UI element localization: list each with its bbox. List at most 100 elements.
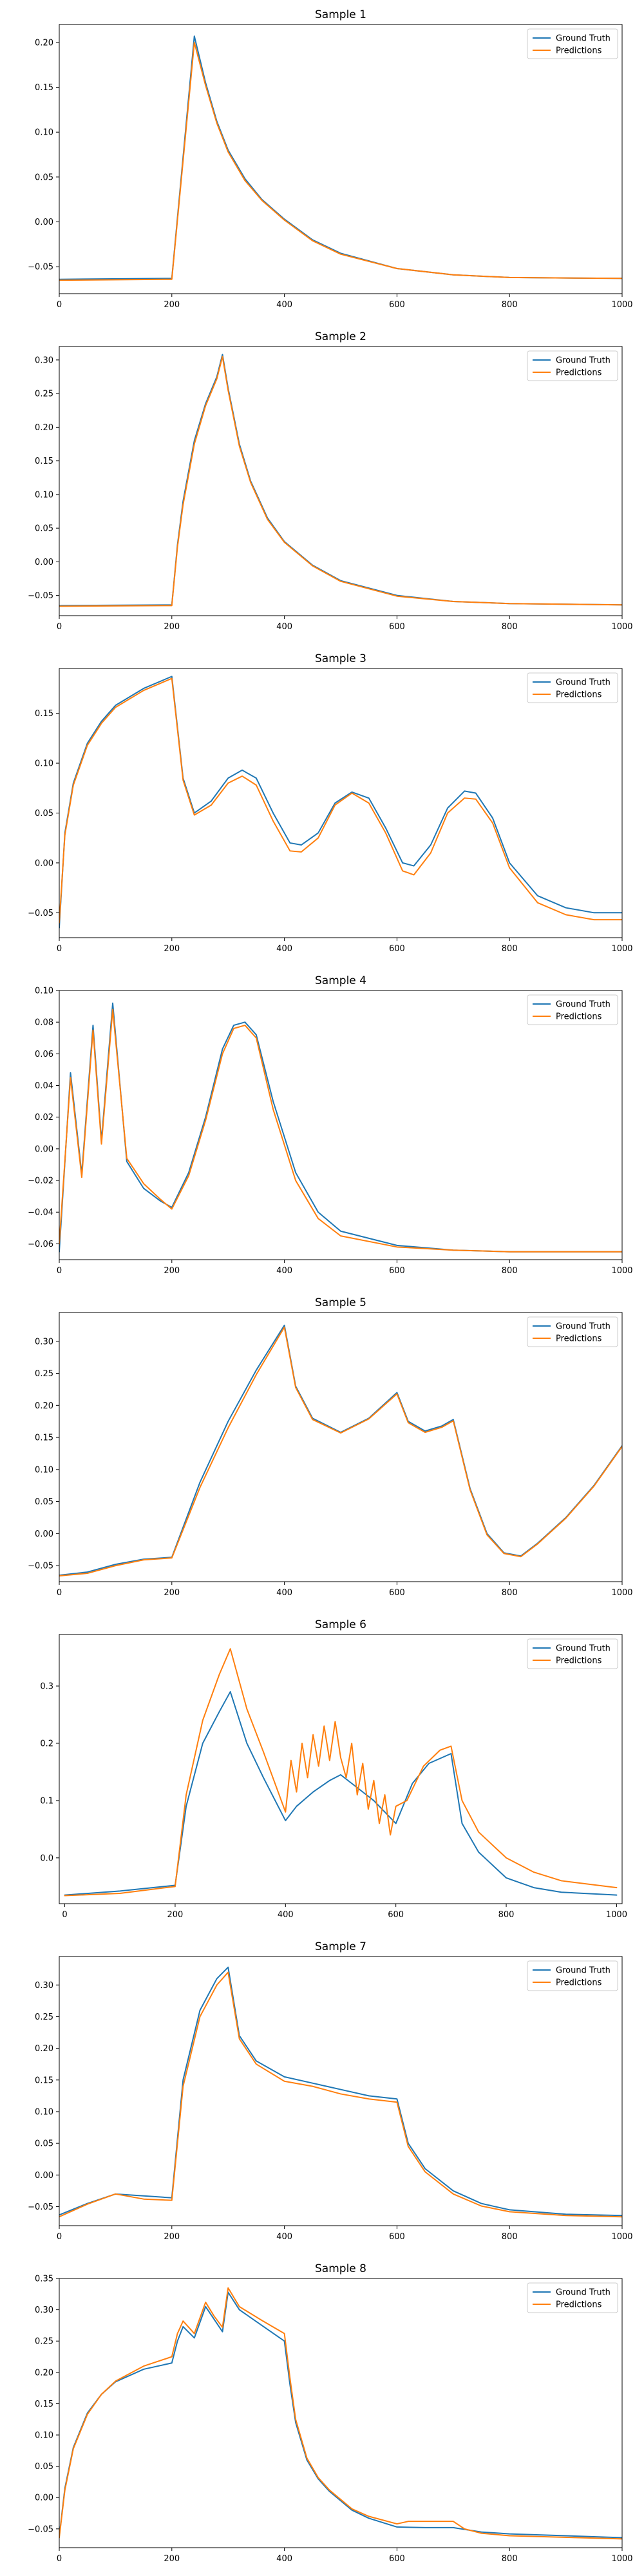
y-tick-label: 0.05 [35,1497,53,1507]
x-tick-label: 1000 [611,2232,632,2242]
y-tick-label: 0.00 [35,1144,53,1154]
y-tick-label: 0.30 [35,1337,53,1347]
chart-panel-3: Sample 3 0 200 400 600 800 1000 −0.05 0.00 0.05 0.… [28,652,632,954]
x-tick-label: 400 [278,1910,294,1920]
y-tick-label: 0.15 [35,83,53,93]
axes-frame [59,1956,623,2226]
legend-ground-truth-label: Ground Truth [556,678,611,688]
y-tick-label: 0.10 [35,2107,53,2117]
chart-panel-2: Sample 2 0 200 400 600 800 1000 −0.05 0.00 0.05 0.… [28,330,632,632]
y-tick-label: 0.15 [35,2076,53,2085]
legend-predictions-label: Predictions [556,1012,602,1022]
legend-ground-truth-label: Ground Truth [556,1966,611,1976]
y-tick-label: 0.1 [40,1796,53,1806]
y-tick-label: 0.00 [35,218,53,227]
y-tick-label: −0.05 [28,591,53,601]
y-tick-label: 0.25 [35,1369,53,1379]
x-tick-label: 400 [276,944,292,954]
ground-truth-line [59,354,622,607]
y-tick-label: −0.05 [28,263,53,272]
x-tick-label: 600 [389,622,405,632]
legend-ground-truth-label: Ground Truth [556,34,611,44]
legend: Ground Truth Predictions [527,1316,618,1347]
x-tick-label: 200 [164,622,180,632]
y-tick-label: 0.25 [35,390,53,399]
chart-panel-4: Sample 4 0 200 400 600 800 1000 −0.06 −0.04 −0.02… [28,974,632,1276]
y-tick-label: 0.05 [35,173,53,182]
x-tick-label: 600 [389,1588,405,1598]
x-tick-label: 200 [164,300,180,310]
axes-frame [59,1312,623,1582]
y-tick-label: 0.15 [35,709,53,719]
legend-predictions-label: Predictions [556,690,602,700]
legend-box [527,2282,618,2313]
y-tick-label: −0.05 [28,2524,53,2534]
x-tick-label: 200 [167,1910,184,1920]
legend-box [527,994,618,1025]
x-tick-label: 0 [57,1588,62,1598]
legend-box [527,350,618,381]
y-tick-label: 0.2 [40,1739,53,1748]
axes-frame [59,668,623,938]
legend: Ground Truth Predictions [527,994,618,1025]
x-tick-label: 0 [57,2554,62,2564]
x-tick-label: 600 [389,944,405,954]
legend-ground-truth-label: Ground Truth [556,1000,611,1010]
x-tick-label: 800 [502,622,518,632]
x-tick-label: 400 [276,1588,292,1598]
ground-truth-line [59,1966,622,2217]
y-tick-label: 0.20 [35,423,53,433]
x-tick-label: 200 [164,2554,180,2564]
y-tick-label: 0.05 [35,2462,53,2472]
x-tick-label: 200 [164,1266,180,1276]
x-tick-label: 800 [502,2232,518,2242]
y-tick-label: 0.10 [35,128,53,138]
ground-truth-line [59,35,622,280]
x-tick-label: 0 [57,2232,62,2242]
x-tick-label: 400 [276,1266,292,1276]
y-tick-label: 0.20 [35,2368,53,2378]
x-tick-label: 1000 [611,2554,632,2564]
legend-ground-truth-label: Ground Truth [556,1322,611,1332]
predictions-line [59,1971,622,2218]
predictions-line [59,1326,622,1577]
legend-box [527,1960,618,1991]
predictions-line [59,2287,622,2540]
legend-ground-truth-label: Ground Truth [556,356,611,366]
ground-truth-line [59,2291,622,2539]
y-tick-label: 0.10 [35,2431,53,2441]
legend: Ground Truth Predictions [527,672,618,703]
x-tick-label: 1000 [611,622,632,632]
y-tick-label: 0.00 [35,2494,53,2503]
legend-ground-truth-label: Ground Truth [556,2288,611,2298]
y-tick-label: 0.00 [35,1530,53,1539]
ground-truth-line [59,1324,622,1577]
legend: Ground Truth Predictions [527,28,618,59]
y-tick-label: 0.05 [35,2139,53,2149]
x-tick-label: 200 [164,1588,180,1598]
x-tick-label: 800 [498,1910,515,1920]
legend-predictions-label: Predictions [556,2300,602,2310]
x-tick-label: 600 [389,2554,405,2564]
x-tick-label: 400 [276,300,292,310]
x-tick-label: 200 [164,944,180,954]
y-tick-label: 0.00 [35,2171,53,2181]
y-tick-label: −0.05 [28,909,53,918]
y-tick-label: 0.05 [35,524,53,534]
x-tick-label: 600 [389,1266,405,1276]
y-tick-label: 0.3 [40,1682,53,1692]
legend-predictions-label: Predictions [556,46,602,56]
x-tick-label: 200 [164,2232,180,2242]
x-tick-label: 400 [276,622,292,632]
chart-title: Sample 4 [315,974,366,987]
axes-frame [59,2278,623,2548]
y-tick-label: 0.35 [35,2275,53,2284]
chart-panel-5: Sample 5 0 200 400 600 800 1000 −0.05 0.00 0.05 0.… [28,1296,632,1598]
y-tick-label: 0.25 [35,2012,53,2022]
ground-truth-line [59,676,622,929]
chart-title: Sample 7 [315,1940,366,1953]
y-tick-label: 0.0 [40,1853,53,1863]
chart-panel-7: Sample 7 0 200 400 600 800 1000 −0.05 0.00 0.05 0.… [28,1940,632,2242]
legend-box [527,1316,618,1347]
